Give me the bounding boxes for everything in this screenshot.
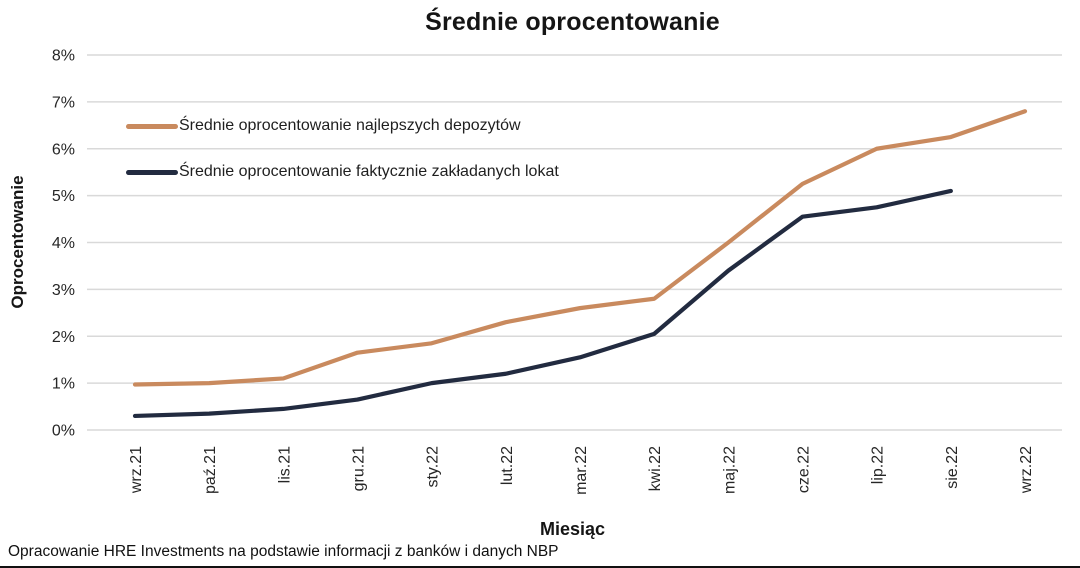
legend-label: Średnie oprocentowanie faktycznie zakład… [179, 163, 559, 180]
x-tick-label: wrz.22 [1018, 446, 1035, 494]
x-tick-label: sty.22 [425, 446, 442, 488]
y-tick-label: 2% [52, 329, 75, 346]
x-tick-label: cze.22 [796, 446, 813, 493]
series-line-1 [132, 188, 953, 419]
source-note: Opracowanie HRE Investments na podstawie… [8, 543, 559, 560]
y-tick-label: 7% [52, 94, 75, 111]
y-tick-label: 5% [52, 188, 75, 205]
legend: Średnie oprocentowanie najlepszych depoz… [126, 116, 559, 208]
x-tick-label: wrz.21 [128, 446, 145, 494]
y-tick-label: 6% [52, 141, 75, 158]
y-tick-label: 8% [52, 48, 75, 65]
y-tick-label: 3% [52, 282, 75, 299]
x-axis-title: Miesiąc [539, 519, 606, 539]
x-tick-label: gru.21 [351, 446, 368, 491]
chart-title: Średnie oprocentowanie [425, 8, 720, 36]
series-line-0 [132, 109, 1028, 387]
x-tick-label: lip.22 [870, 446, 887, 484]
legend-label: Średnie oprocentowanie najlepszych depoz… [179, 117, 521, 134]
y-tick-label: 1% [52, 376, 75, 393]
legend-entry-best-deposits: Średnie oprocentowanie najlepszych depoz… [126, 116, 559, 136]
x-tick-label: paź.21 [202, 446, 219, 494]
legend-line-swatch-orange [126, 123, 178, 129]
y-tick-label: 4% [52, 235, 75, 252]
y-tick-label: 0% [52, 423, 75, 440]
legend-entry-actual-deposits: Średnie oprocentowanie faktycznie zakład… [126, 162, 559, 182]
x-tick-label: lut.22 [499, 446, 516, 485]
x-tick-label: mar.22 [573, 446, 590, 495]
x-tick-label: sie.22 [944, 446, 961, 489]
x-tick-label: maj.22 [721, 446, 738, 494]
legend-line-swatch-navy [126, 169, 178, 175]
x-tick-label: kwi.22 [647, 446, 664, 491]
x-tick-label: lis.21 [276, 446, 293, 483]
